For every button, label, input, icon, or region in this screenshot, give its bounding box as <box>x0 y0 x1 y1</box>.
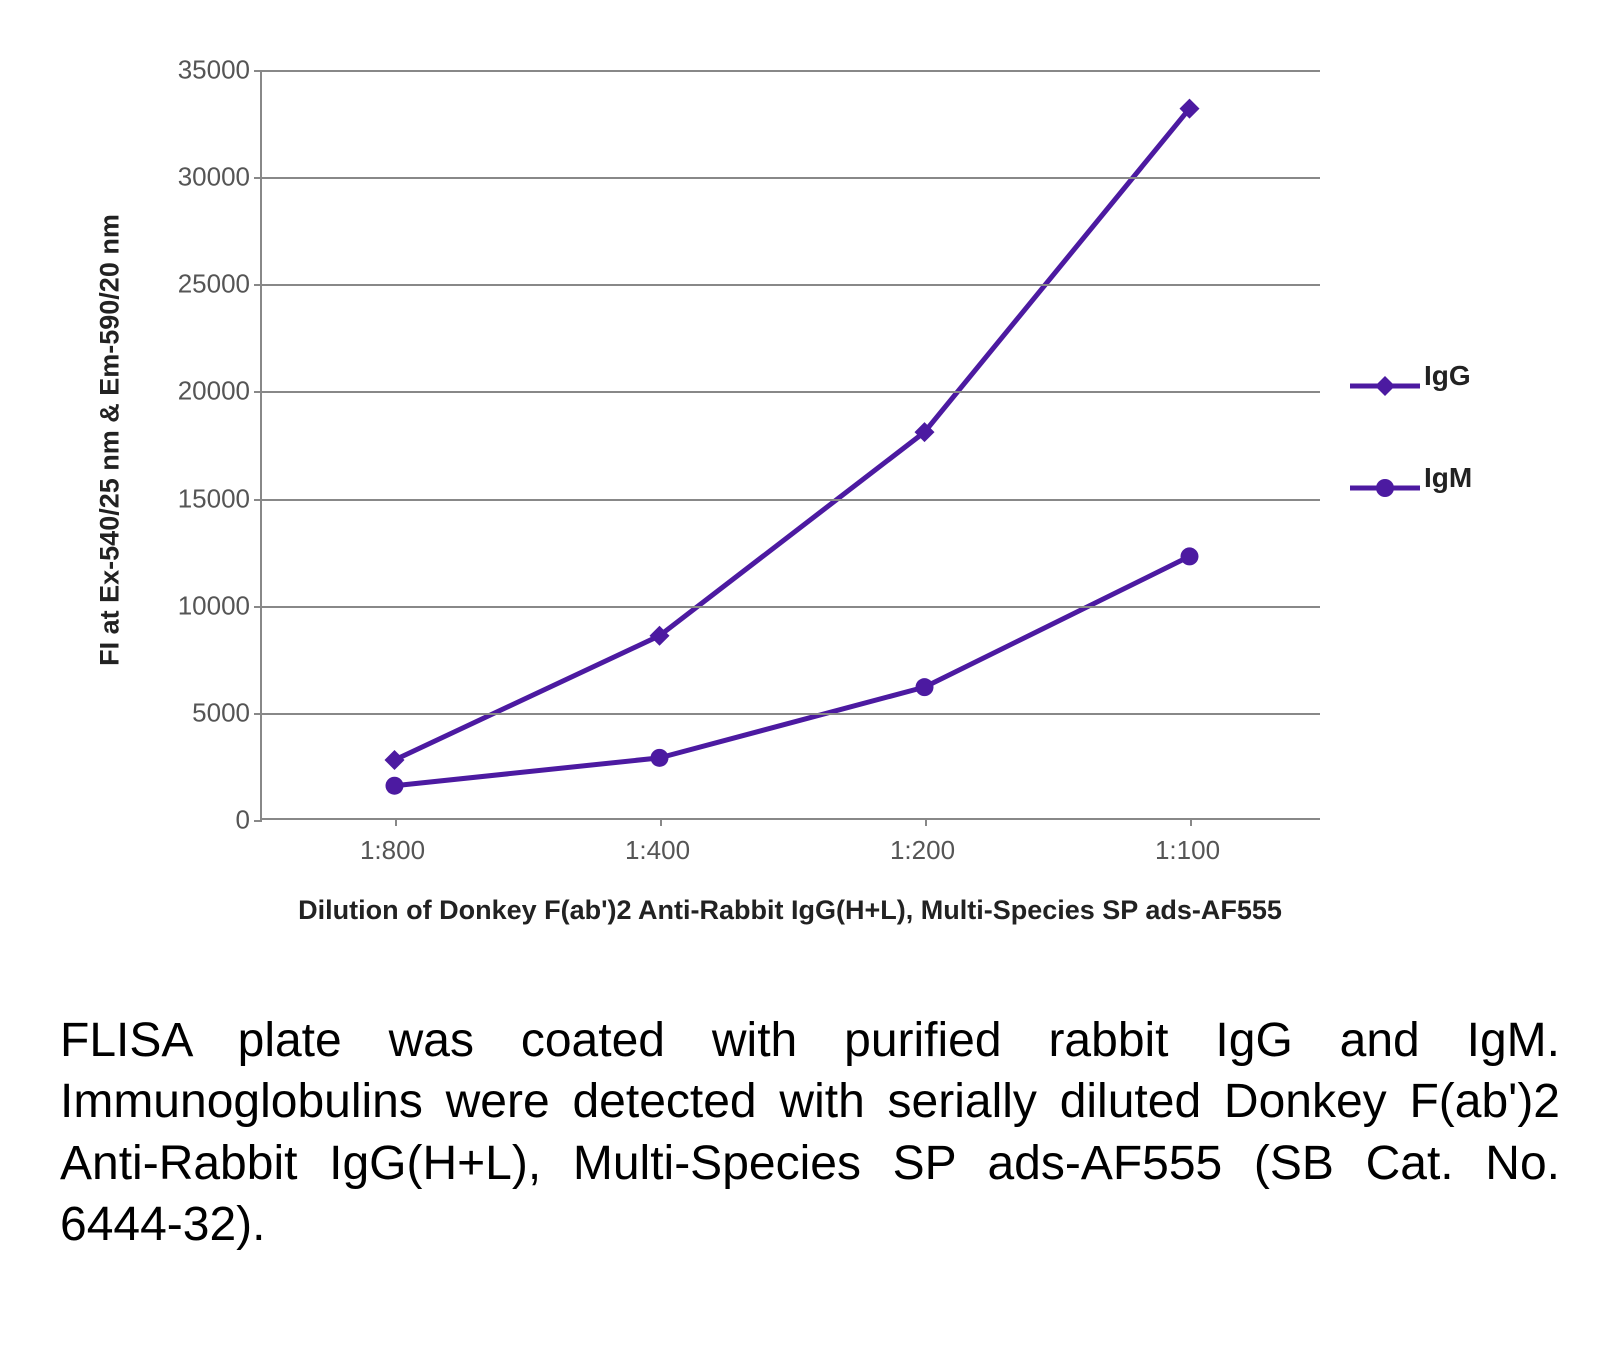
y-tick-label: 10000 <box>150 590 250 621</box>
chart-svg <box>262 70 1320 818</box>
y-tick-label: 35000 <box>150 55 250 86</box>
figure-caption: FLISA plate was coated with purified rab… <box>60 1010 1560 1256</box>
legend: IgG IgM <box>1350 360 1472 564</box>
diamond-marker <box>385 750 405 770</box>
x-tick-label: 1:800 <box>360 835 425 866</box>
legend-item-IgG: IgG <box>1350 360 1472 392</box>
circle-marker <box>1181 547 1199 565</box>
gridline-horizontal <box>262 606 1320 608</box>
y-tick <box>254 606 262 608</box>
y-tick-label: 25000 <box>150 269 250 300</box>
y-tick-label: 0 <box>150 805 250 836</box>
y-tick <box>254 284 262 286</box>
x-tick <box>395 818 397 826</box>
series-line-IgG <box>395 109 1190 760</box>
y-tick <box>254 391 262 393</box>
legend-label: IgM <box>1424 462 1472 494</box>
x-tick <box>660 818 662 826</box>
y-axis-title: FI at Ex-540/25 nm & Em-590/20 nm <box>95 214 126 666</box>
legend-swatch <box>1350 476 1420 480</box>
gridline-horizontal <box>262 177 1320 179</box>
y-tick <box>254 820 262 822</box>
gridline-horizontal <box>262 391 1320 393</box>
plot-area <box>260 70 1320 820</box>
x-axis-title: Dilution of Donkey F(ab')2 Anti-Rabbit I… <box>298 895 1282 926</box>
gridline-horizontal <box>262 713 1320 715</box>
y-tick-label: 5000 <box>150 697 250 728</box>
x-tick <box>1190 818 1192 826</box>
chart-container: FI at Ex-540/25 nm & Em-590/20 nm Diluti… <box>60 40 1560 940</box>
y-tick <box>254 177 262 179</box>
y-tick-label: 20000 <box>150 376 250 407</box>
x-tick-label: 1:200 <box>890 835 955 866</box>
diamond-marker <box>1375 376 1395 396</box>
circle-marker <box>916 678 934 696</box>
y-tick <box>254 713 262 715</box>
x-tick-label: 1:400 <box>625 835 690 866</box>
gridline-horizontal <box>262 70 1320 72</box>
gridline-horizontal <box>262 284 1320 286</box>
gridline-horizontal <box>262 499 1320 501</box>
y-tick <box>254 70 262 72</box>
y-tick-label: 15000 <box>150 483 250 514</box>
y-tick <box>254 499 262 501</box>
legend-swatch <box>1350 374 1420 378</box>
y-tick-label: 30000 <box>150 162 250 193</box>
x-tick <box>925 818 927 826</box>
x-tick-label: 1:100 <box>1155 835 1220 866</box>
series-line-IgM <box>395 556 1190 785</box>
legend-item-IgM: IgM <box>1350 462 1472 494</box>
circle-marker <box>1376 479 1394 497</box>
circle-marker <box>386 777 404 795</box>
circle-marker <box>651 749 669 767</box>
legend-label: IgG <box>1424 360 1471 392</box>
